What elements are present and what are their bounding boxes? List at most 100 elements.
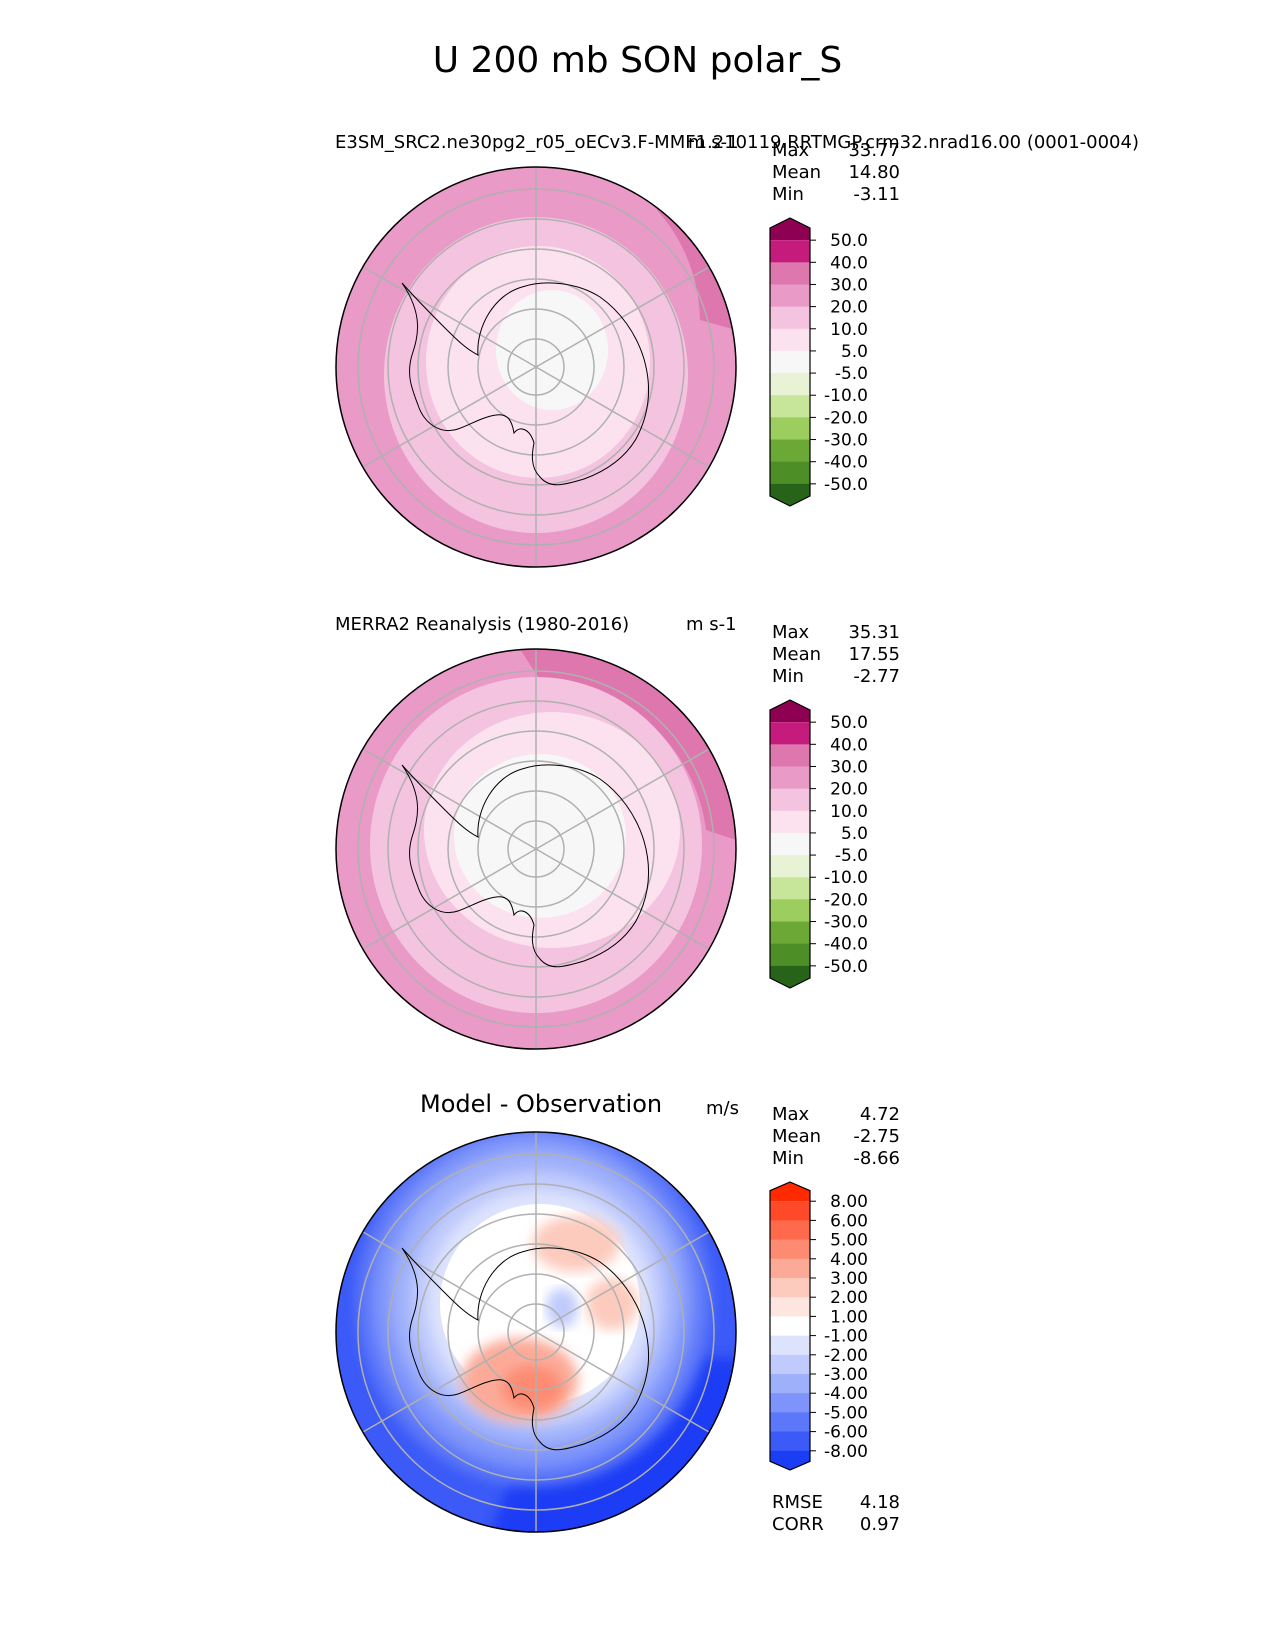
colorbar-tick-label: 2.00: [830, 1288, 868, 1308]
colorbar-tick-label: -1.00: [824, 1327, 868, 1347]
colorbar-outline: [769, 217, 811, 507]
colorbar-swatch: [770, 877, 810, 900]
panel2-title: MERRA2 Reanalysis (1980-2016): [335, 614, 630, 635]
stat-value: -2.75: [853, 1126, 900, 1147]
panel2-stats: Max 35.31 Mean 17.55 Min -2.77: [772, 622, 900, 688]
colorbar-swatch: [770, 483, 810, 506]
colorbar-tick-label: -6.00: [824, 1423, 868, 1443]
colorbar-swatch: [770, 810, 810, 834]
panel1-title: E3SM_SRC2.ne30pg2_r05_oECv3.F-MMF1.21011…: [335, 132, 1139, 153]
stat-value: 17.55: [848, 644, 900, 665]
colorbar-tick-label: -3.00: [824, 1365, 868, 1385]
stat-label: Min: [772, 1148, 804, 1169]
colorbar-swatch: [770, 1431, 810, 1452]
stat-value: 4.72: [859, 1104, 900, 1125]
stat-label: Mean: [772, 1126, 822, 1147]
colorbar-tick-label: -40.0: [824, 935, 868, 955]
panel3-map: [336, 1132, 736, 1532]
stat-value: -3.11: [853, 184, 900, 205]
stat-label: Max: [772, 140, 810, 161]
panel3-units: m/s: [706, 1098, 739, 1119]
colorbar-tick-label: -5.0: [835, 364, 868, 384]
stat-label: Mean: [772, 644, 822, 665]
colorbar-swatch: [770, 218, 810, 241]
colorbar-tick-label: 50.0: [830, 231, 868, 251]
colorbar-tick-label: -5.0: [835, 846, 868, 866]
colorbar-tick-label: 5.00: [830, 1231, 868, 1251]
colorbar-swatch: [770, 373, 810, 396]
stat-label: Min: [772, 184, 804, 205]
colorbar-swatch: [770, 328, 810, 352]
panel3-title: Model - Observation: [420, 1090, 663, 1118]
colorbar-tick-label: 6.00: [830, 1211, 868, 1231]
panel1-grid: [357, 167, 715, 567]
panel3-map-border: [335, 1131, 737, 1533]
colorbar-swatch: [770, 1354, 810, 1375]
colorbar-swatch: [770, 461, 810, 485]
colorbar-tick-label: -30.0: [824, 431, 868, 451]
panel3-colorbar: 8.006.005.004.003.002.001.00-1.00-2.00-3…: [769, 1181, 868, 1471]
colorbar-outline: [769, 1181, 811, 1471]
colorbar-tick-label: 30.0: [830, 757, 868, 777]
colorbar-tick-label: 3.00: [830, 1269, 868, 1289]
colorbar-swatch: [770, 439, 810, 463]
panel1-units: m s-1: [688, 132, 739, 153]
field-negative-anomaly: [546, 1288, 578, 1328]
colorbar-tick-label: 30.0: [830, 275, 868, 295]
colorbar-tick-label: -30.0: [824, 913, 868, 933]
field-positive-anomaly: [502, 1366, 562, 1410]
colorbar-swatch: [770, 1393, 810, 1413]
colorbar-swatch: [770, 1412, 810, 1433]
colorbar-swatch: [770, 1316, 810, 1337]
colorbar-tick-label: 5.0: [841, 824, 868, 844]
colorbar-tick-label: 40.0: [830, 253, 868, 273]
colorbar-tick-label: 20.0: [830, 780, 868, 800]
colorbar-swatch: [770, 417, 810, 441]
panel2-units: m s-1: [686, 614, 737, 635]
colorbar-swatch: [770, 284, 810, 308]
stat-label: Min: [772, 666, 804, 687]
stat-value: -2.77: [853, 666, 900, 687]
panel2-map-border: [335, 648, 737, 1050]
colorbar-swatch: [770, 306, 810, 330]
colorbar-tick-label: -2.00: [824, 1346, 868, 1366]
colorbar-swatch: [770, 1220, 810, 1241]
panel3-extra-stats: RMSE 4.18 CORR 0.97: [772, 1492, 900, 1536]
field-jet-region: [520, 649, 736, 840]
colorbar-tick-label: 5.0: [841, 342, 868, 362]
colorbar-tick-label: -50.0: [824, 475, 868, 495]
field-positive-anomaly: [532, 1216, 620, 1272]
colorbar-swatch: [770, 722, 810, 745]
colorbar-swatch: [770, 350, 810, 374]
panel1-stats: Max 33.77 Mean 14.80 Min -3.11: [772, 140, 900, 206]
colorbar-tick-label: 10.0: [830, 320, 868, 340]
colorbar-swatch: [770, 240, 810, 263]
colorbar-swatch: [770, 788, 810, 812]
colorbar-tick-label: 8.00: [830, 1192, 868, 1212]
colorbar-swatch: [770, 1201, 810, 1221]
colorbar-tick-label: 1.00: [830, 1307, 868, 1327]
colorbar-swatch: [770, 1450, 810, 1470]
panel2-colorbar: 50.040.030.0 20.010.05.0-5.0-10.0-20.0 -30…: [769, 699, 868, 989]
stat-label: RMSE: [772, 1492, 823, 1513]
panel1-colorbar: 50.040.030.0 20.010.05.0-5.0-10.0-20.0 -30…: [769, 217, 868, 507]
colorbar-swatch: [770, 855, 810, 878]
colorbar-swatch: [770, 700, 810, 723]
colorbar-swatch: [770, 1182, 810, 1202]
stat-label: Max: [772, 622, 810, 643]
colorbar-tick-label: -20.0: [824, 408, 868, 428]
colorbar-tick-label: -5.00: [824, 1403, 868, 1423]
colorbar-tick-label: -8.00: [824, 1442, 868, 1462]
panel2-grid: [357, 649, 715, 1049]
colorbar-swatch: [770, 262, 810, 285]
colorbar-swatch: [770, 1239, 810, 1260]
panel1-map-border: [335, 166, 737, 568]
stat-value: 14.80: [848, 162, 900, 183]
colorbar-swatch: [770, 1258, 810, 1279]
colorbar-swatch: [770, 965, 810, 988]
colorbar-tick-label: 40.0: [830, 735, 868, 755]
colorbar-tick-label: -4.00: [824, 1384, 868, 1404]
colorbar-swatch: [770, 395, 810, 418]
colorbar-swatch: [770, 744, 810, 767]
